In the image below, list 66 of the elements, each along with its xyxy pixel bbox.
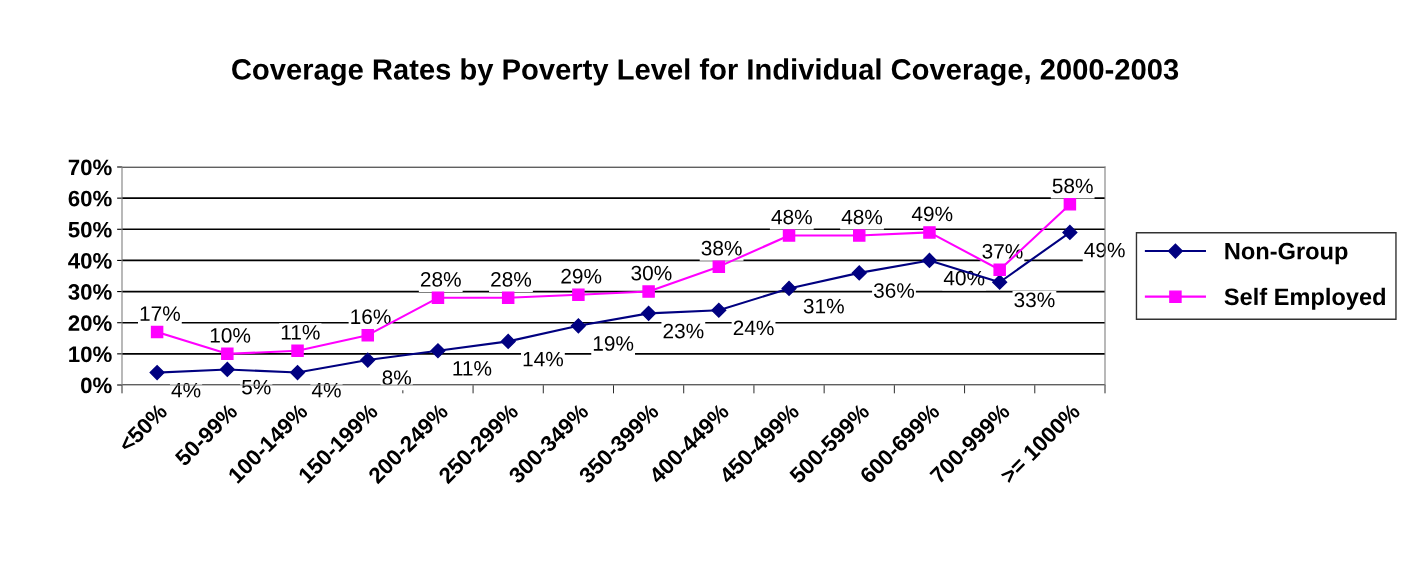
data-label: 58%	[1052, 178, 1093, 194]
point	[642, 285, 655, 298]
point	[219, 361, 235, 377]
y-tick-label: 0%	[81, 377, 112, 394]
point	[431, 291, 445, 305]
data-label: 17%	[140, 306, 180, 321]
data-label: 38%	[701, 240, 742, 256]
point	[430, 343, 446, 359]
point	[361, 328, 375, 342]
data-label: 31%	[803, 298, 844, 314]
y-tick-label: 50%	[68, 221, 112, 238]
point	[572, 288, 585, 301]
point	[851, 265, 867, 281]
data-label: 14%	[523, 351, 564, 367]
point	[221, 347, 234, 361]
data-label: 48%	[841, 209, 883, 225]
point	[923, 226, 936, 239]
data-label: 33%	[1014, 292, 1055, 308]
point	[570, 318, 586, 334]
point	[921, 252, 938, 268]
data-label: 28%	[491, 271, 532, 287]
y-tick-label: 60%	[68, 190, 112, 207]
point	[289, 364, 306, 381]
legend-label: Non-Group	[1225, 242, 1348, 265]
point	[782, 229, 796, 242]
data-label: 4%	[171, 382, 201, 398]
data-label: 30%	[631, 265, 672, 281]
data-label: 19%	[593, 336, 634, 351]
data-label: 48%	[771, 209, 812, 225]
data-label: 23%	[663, 323, 704, 339]
data-label: 28%	[420, 271, 461, 287]
data-label: 16%	[351, 309, 391, 325]
point	[992, 274, 1008, 290]
chart-title: Coverage Rates by Poverty Level for Individual Coverage, 2000-2003	[232, 58, 1179, 86]
point	[149, 364, 165, 381]
y-tick-label: 20%	[68, 315, 112, 331]
y-tick-label: 30%	[68, 284, 112, 300]
point	[711, 302, 727, 318]
point	[641, 305, 657, 321]
point	[150, 325, 164, 339]
data-label: 36%	[873, 283, 915, 298]
y-tick-label: 40%	[68, 252, 112, 269]
y-tick-label: 70%	[68, 159, 112, 176]
data-label: 49%	[1084, 242, 1125, 258]
y-tick-label: 10%	[69, 346, 112, 363]
point	[1062, 224, 1078, 240]
data-label: 5%	[242, 379, 271, 395]
point	[1063, 198, 1077, 211]
legend-label: Self Employed	[1224, 287, 1385, 310]
point	[852, 229, 866, 242]
point	[360, 352, 376, 368]
data-label: 11%	[281, 325, 320, 340]
data-label: 8%	[382, 370, 412, 386]
data-label: 4%	[311, 382, 341, 398]
point	[781, 280, 797, 297]
data-label: 49%	[911, 206, 953, 222]
data-label: 11%	[453, 361, 492, 376]
data-label: 40%	[943, 270, 985, 286]
data-label: 24%	[733, 320, 774, 336]
point	[501, 291, 515, 305]
point	[712, 260, 726, 273]
data-label: 10%	[210, 328, 251, 343]
point	[500, 333, 516, 349]
data-label: 29%	[561, 268, 602, 284]
point	[993, 263, 1006, 277]
point	[291, 344, 304, 357]
